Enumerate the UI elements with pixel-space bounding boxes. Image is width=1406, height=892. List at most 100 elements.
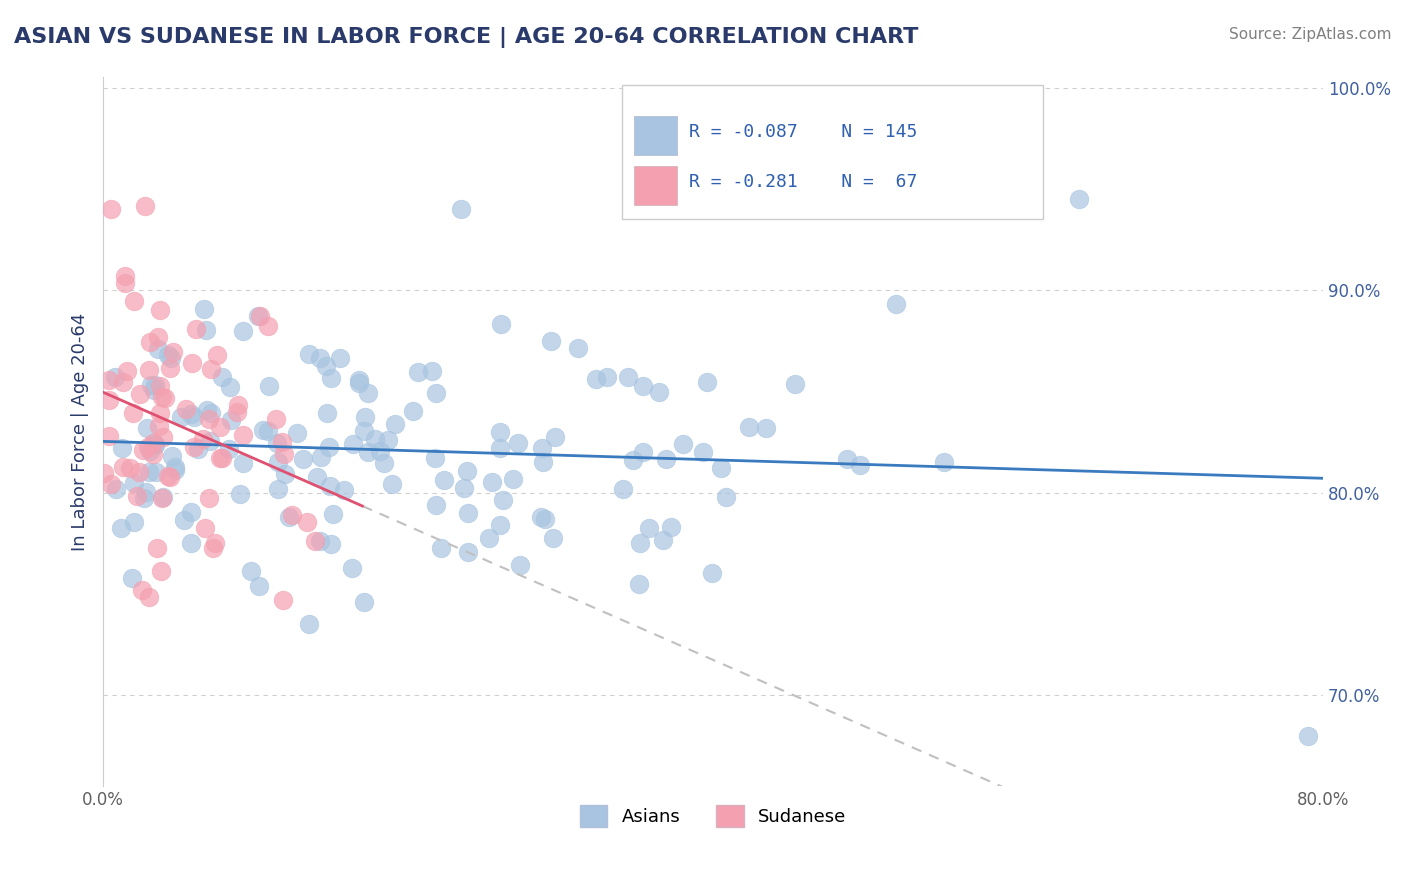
Point	[540, 334, 562, 348]
Point	[531, 441, 554, 455]
Point	[200, 407, 222, 421]
FancyBboxPatch shape	[634, 166, 676, 205]
Point	[492, 493, 515, 508]
Point	[273, 447, 295, 461]
Point	[278, 510, 301, 524]
Point	[180, 505, 202, 519]
Point	[160, 351, 183, 365]
Point	[105, 482, 128, 496]
Point	[249, 309, 271, 323]
Point	[197, 411, 219, 425]
Point	[425, 498, 447, 512]
Point	[628, 535, 651, 549]
Point	[453, 481, 475, 495]
Point	[322, 508, 344, 522]
Point	[309, 351, 332, 365]
Point	[200, 362, 222, 376]
Point	[316, 406, 339, 420]
Point	[311, 450, 333, 464]
Point	[638, 521, 661, 535]
Point	[541, 531, 564, 545]
Point	[98, 393, 121, 408]
FancyBboxPatch shape	[621, 85, 1042, 219]
Point	[195, 323, 218, 337]
Point	[696, 376, 718, 390]
Point	[271, 434, 294, 449]
Point	[218, 442, 240, 456]
Point	[384, 417, 406, 431]
Point	[131, 583, 153, 598]
Point	[205, 348, 228, 362]
Y-axis label: In Labor Force | Age 20-64: In Labor Force | Age 20-64	[72, 313, 89, 551]
Point	[135, 420, 157, 434]
Point	[377, 433, 399, 447]
Point	[142, 447, 165, 461]
Point	[267, 455, 290, 469]
Point	[180, 356, 202, 370]
Point	[429, 541, 451, 555]
Point	[211, 450, 233, 465]
Point	[457, 544, 479, 558]
Point	[160, 450, 183, 464]
Point	[633, 378, 655, 392]
Point	[149, 379, 172, 393]
Point	[281, 508, 304, 522]
Point	[298, 347, 321, 361]
Point	[114, 276, 136, 290]
Text: R = -0.087    N = 145: R = -0.087 N = 145	[689, 123, 917, 141]
Point	[122, 476, 145, 491]
Point	[488, 518, 510, 533]
Point	[204, 536, 226, 550]
Point	[149, 406, 172, 420]
Point	[478, 531, 501, 545]
Point	[450, 202, 472, 216]
Point	[162, 345, 184, 359]
Point	[150, 491, 173, 506]
Point	[198, 434, 221, 449]
Point	[304, 533, 326, 548]
Point	[141, 436, 163, 450]
Point	[173, 513, 195, 527]
Point	[321, 371, 343, 385]
Point	[149, 303, 172, 318]
Point	[616, 369, 638, 384]
Point	[143, 436, 166, 450]
Point	[135, 484, 157, 499]
Point	[671, 436, 693, 450]
Point	[364, 432, 387, 446]
Point	[621, 453, 644, 467]
Point	[152, 490, 174, 504]
Point	[1069, 192, 1091, 206]
Point	[347, 373, 370, 387]
Point	[122, 515, 145, 529]
Point	[143, 377, 166, 392]
Point	[219, 413, 242, 427]
Point	[425, 450, 447, 465]
Point	[163, 460, 186, 475]
Point	[138, 363, 160, 377]
Point	[256, 424, 278, 438]
Point	[402, 403, 425, 417]
Text: R = -0.281    N =  67: R = -0.281 N = 67	[689, 173, 917, 191]
Point	[612, 482, 634, 496]
Point	[163, 463, 186, 477]
Point	[211, 370, 233, 384]
Point	[457, 506, 479, 520]
Point	[159, 470, 181, 484]
Point	[502, 472, 524, 486]
Point	[433, 473, 456, 487]
Point	[1296, 729, 1319, 743]
Point	[246, 309, 269, 323]
Point	[295, 516, 318, 530]
Point	[659, 520, 682, 534]
Point	[225, 405, 247, 419]
Point	[247, 579, 270, 593]
Point	[633, 444, 655, 458]
Point	[700, 566, 723, 581]
Point	[198, 491, 221, 505]
Point	[121, 571, 143, 585]
Point	[219, 380, 242, 394]
Point	[481, 475, 503, 489]
Point	[110, 441, 132, 455]
Point	[329, 351, 352, 365]
